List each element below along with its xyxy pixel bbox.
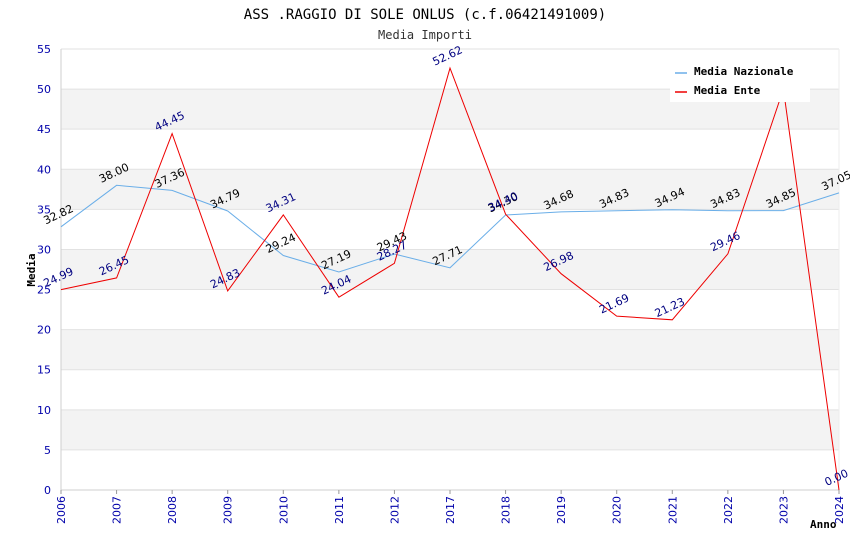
chart-subtitle: Media Importi [378, 28, 472, 42]
legend-box [670, 60, 810, 102]
x-tick-label: 2023 [777, 496, 790, 524]
y-axis-label: Media [25, 253, 38, 286]
y-tick-label: 50 [37, 83, 51, 96]
chart-title: ASS .RAGGIO DI SOLE ONLUS (c.f.064214910… [244, 7, 606, 23]
x-tick-label: 2019 [555, 496, 568, 524]
y-tick-label: 5 [44, 444, 51, 457]
x-tick-label: 2010 [277, 496, 290, 524]
x-tick-label: 2006 [55, 496, 68, 524]
x-tick-label: 2012 [388, 496, 401, 524]
y-tick-label: 30 [37, 243, 51, 256]
grid-band [61, 169, 839, 210]
grid-band [61, 249, 839, 290]
x-tick-label: 2009 [222, 496, 235, 524]
y-tick-label: 10 [37, 404, 51, 417]
y-tick-label: 35 [37, 203, 51, 216]
y-tick-label: 55 [37, 43, 51, 56]
legend: Media Nazionale Media Ente [670, 60, 810, 102]
grid-bands [61, 89, 839, 450]
data-label-ente: 0.00 [823, 467, 850, 489]
legend-label-ente: Media Ente [694, 84, 761, 97]
series-lines [60, 66, 840, 491]
y-axis-ticks: 0 5 10 15 20 25 30 35 40 45 50 55 [37, 43, 51, 497]
y-tick-label: 20 [37, 324, 51, 337]
data-label-ente: 21.23 [653, 295, 687, 320]
x-tick-label: 2008 [166, 496, 179, 524]
grid-band [61, 409, 839, 450]
data-label-ente: 52.62 [430, 43, 464, 68]
x-axis-label: Anno [810, 518, 837, 531]
grid-band [61, 329, 839, 370]
y-tick-label: 45 [37, 123, 51, 136]
x-tick-label: 2022 [722, 496, 735, 524]
x-tick-label: 2017 [444, 496, 457, 524]
y-tick-label: 25 [37, 284, 51, 297]
x-tick-label: 2020 [611, 496, 624, 524]
x-tick-label: 2007 [111, 496, 124, 524]
y-tick-label: 15 [37, 364, 51, 377]
x-tick-label: 2011 [333, 496, 346, 524]
x-axis-ticks: 2006 2007 2008 2009 2010 2011 2012 2017 2018 2019… [55, 490, 846, 524]
series-line-ente [60, 66, 840, 491]
x-tick-label: 2021 [666, 496, 679, 524]
x-tick-label: 2024 [833, 496, 846, 524]
series-line-nazionale [60, 184, 840, 273]
x-tick-label: 2018 [500, 496, 513, 524]
y-tick-label: 0 [44, 484, 51, 497]
legend-label-nazionale: Media Nazionale [694, 65, 794, 78]
grid-lines [61, 48, 839, 491]
data-label-ente: 21.69 [597, 291, 631, 316]
y-tick-label: 40 [37, 163, 51, 176]
